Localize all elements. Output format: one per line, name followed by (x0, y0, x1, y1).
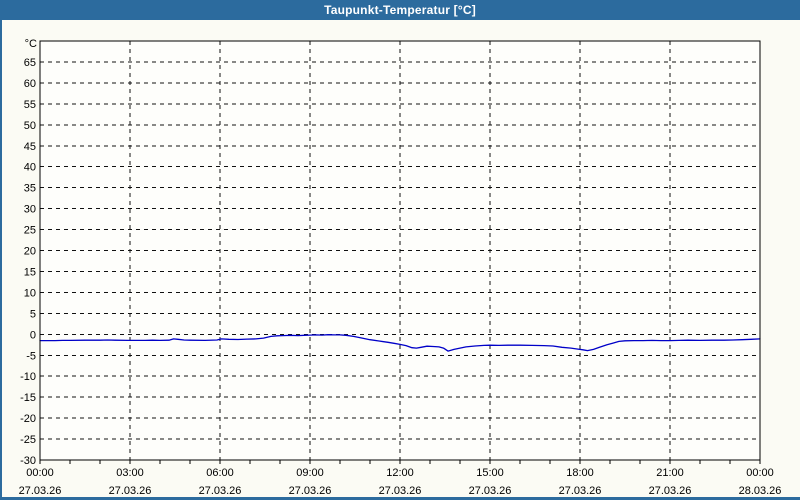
y-axis-unit-label: °C (25, 38, 37, 50)
y-axis-label: -15 (20, 392, 36, 404)
window-border-bottom (0, 497, 800, 500)
y-axis-label: 10 (24, 287, 36, 299)
x-axis-date-label: 27.03.26 (379, 485, 422, 497)
y-axis-label: 0 (30, 329, 36, 341)
x-axis-time-label: 12:00 (386, 467, 414, 479)
x-axis-date-label: 27.03.26 (559, 485, 602, 497)
x-axis-date-label: 27.03.26 (199, 485, 242, 497)
plot-border (39, 40, 761, 461)
data-line (39, 334, 761, 352)
chart-area: °C 65 60 55 50 45 40 35 30 25 20 15 10 5 0 -5 -10 -15 -20-… (0, 20, 800, 500)
y-axis-label: -30 (20, 455, 36, 467)
x-axis-date-label: 27.03.26 (649, 485, 692, 497)
y-axis-label: 65 (24, 57, 36, 69)
y-axis-label: 35 (24, 183, 36, 195)
window-border-right (0, 0, 2, 500)
y-axis-label: 25 (24, 225, 36, 237)
y-axis-label: 40 (24, 162, 36, 174)
y-axis-label: 5 (30, 308, 36, 320)
x-axis-time-label: 09:00 (296, 467, 324, 479)
y-axis-label: 50 (24, 120, 36, 132)
y-axis-label: -10 (20, 371, 36, 383)
y-axis-label: 30 (24, 204, 36, 216)
x-axis-time-label: 00:00 (26, 467, 54, 479)
x-axis-date-label: 27.03.26 (469, 485, 512, 497)
y-axis-label: 55 (24, 99, 36, 111)
window-titlebar[interactable]: Taupunkt-Temperatur [°C] (0, 0, 800, 20)
x-axis-time-label: 03:00 (116, 467, 144, 479)
y-axis-label: -25 (20, 434, 36, 446)
y-axis-label: -5 (26, 350, 36, 362)
x-axis-date-label: 28.03.26 (739, 485, 782, 497)
x-axis-time-label: 21:00 (656, 467, 684, 479)
y-axis-label: 60 (24, 78, 36, 90)
x-axis-date-label: 27.03.26 (109, 485, 152, 497)
chart-canvas: °C65605550454035302520151050-5-10-15-20-… (19, 38, 782, 497)
x-axis-time-label: 18:00 (566, 467, 594, 479)
y-axis-label: 20 (24, 246, 36, 258)
y-axis-label: 15 (24, 266, 36, 278)
x-axis-time-label: 15:00 (476, 467, 504, 479)
x-axis-date-label: 27.03.26 (19, 485, 62, 497)
x-axis-date-label: 27.03.26 (289, 485, 332, 497)
y-axis-label: -20 (20, 413, 36, 425)
x-axis-time-label: 00:00 (746, 467, 774, 479)
window-title: Taupunkt-Temperatur [°C] (324, 3, 476, 17)
x-axis-time-label: 06:00 (206, 467, 234, 479)
y-axis-label: 45 (24, 141, 36, 153)
